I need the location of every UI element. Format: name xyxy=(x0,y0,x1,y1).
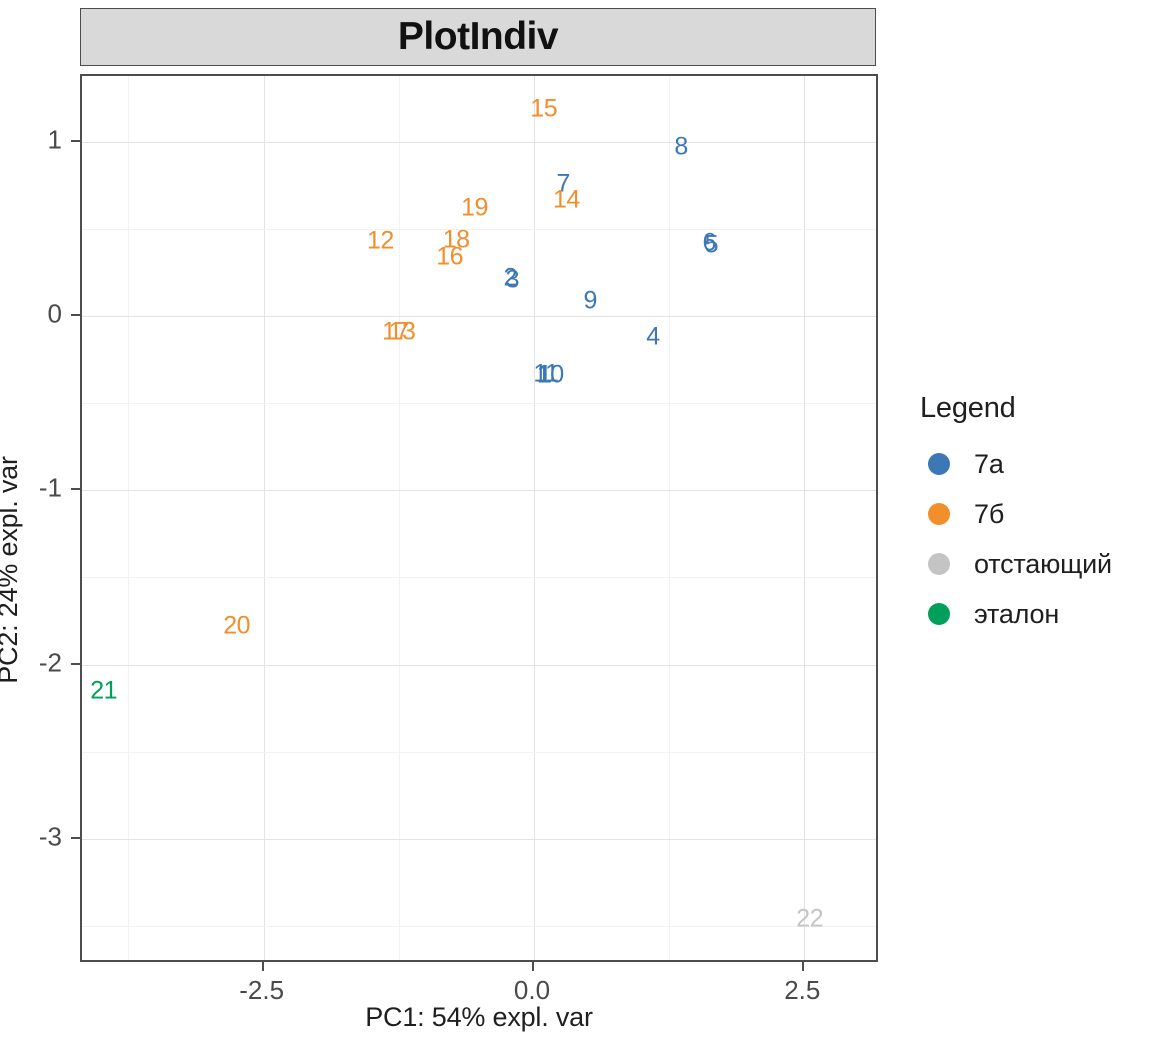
plot-panel: 1 2 3 4 5 6 7 8 9 10 11 12 13 14 15 16 17 18 19 20 21 22 xyxy=(80,74,878,962)
y-axis-tick-label: -2 xyxy=(38,647,62,678)
legend-item-2[interactable]: 7б xyxy=(918,489,1158,539)
y-axis-tick xyxy=(71,836,80,839)
data-point-label: 4 xyxy=(646,322,660,351)
x-axis-tick xyxy=(261,962,264,971)
x-axis-tick xyxy=(802,962,805,971)
y-axis-title: PC2: 24% expl. var xyxy=(0,456,23,684)
data-point-label: 15 xyxy=(530,94,558,123)
data-point-label: 21 xyxy=(90,676,118,705)
data-point-label: 13 xyxy=(388,317,416,346)
x-axis-tick xyxy=(531,962,534,971)
legend-dot-icon xyxy=(918,589,960,639)
gridline-horizontal-major xyxy=(82,838,876,840)
gridline-horizontal-minor xyxy=(82,925,876,927)
y-axis-tick xyxy=(71,488,80,491)
legend-dot-icon xyxy=(918,439,960,489)
legend-item-label: эталон xyxy=(974,598,1060,629)
gridline-vertical-minor xyxy=(398,76,400,960)
gridline-horizontal-minor xyxy=(82,229,876,231)
data-point-label: 14 xyxy=(553,185,580,214)
data-point-label: 2 xyxy=(503,263,517,292)
y-axis-tick xyxy=(71,314,80,317)
data-point-label: 8 xyxy=(674,132,688,161)
gridline-vertical-major xyxy=(533,76,535,960)
legend: Legend 7а 7б отстающий эталон xyxy=(918,392,1158,639)
data-point-label: 17 xyxy=(382,317,409,346)
gridline-horizontal-minor xyxy=(82,577,876,579)
gridline-vertical-minor xyxy=(128,76,130,960)
legend-items: 7а 7б отстающий эталон xyxy=(918,439,1158,639)
x-axis-title: PC1: 54% expl. var xyxy=(365,1002,593,1032)
legend-item-label: отстающий xyxy=(974,548,1112,579)
data-point-label: 18 xyxy=(442,225,470,254)
data-point-label: 6 xyxy=(702,228,716,257)
gridline-horizontal-major xyxy=(82,142,876,144)
legend-item-label: 7а xyxy=(974,448,1004,479)
gridline-horizontal-minor xyxy=(82,751,876,753)
data-point-label: 1 xyxy=(538,360,552,389)
legend-dot-icon xyxy=(918,539,960,589)
gridline-vertical-major xyxy=(804,76,806,960)
data-point-label: 11 xyxy=(533,359,559,388)
gridline-horizontal-major xyxy=(82,316,876,318)
y-axis-tick-label: 1 xyxy=(47,124,62,155)
gridline-horizontal-major xyxy=(82,490,876,492)
gridline-horizontal-major xyxy=(82,664,876,666)
y-axis-tick-label: -1 xyxy=(38,472,62,503)
data-point-label: 5 xyxy=(704,230,719,259)
y-axis-tick-label: -3 xyxy=(38,821,62,852)
legend-item-4[interactable]: эталон xyxy=(918,589,1158,639)
legend-dot-swatch xyxy=(928,553,950,575)
x-axis-tick-label: 0.0 xyxy=(513,975,551,1005)
gridline-horizontal-minor xyxy=(82,403,876,405)
data-point-label: 16 xyxy=(436,242,464,271)
legend-item-1[interactable]: 7а xyxy=(918,439,1158,489)
data-point-label: 3 xyxy=(505,265,520,294)
plot-panel-inner: 1 2 3 4 5 6 7 8 9 10 11 12 13 14 15 16 17 18 19 20 21 22 xyxy=(82,76,876,960)
gridline-vertical-minor xyxy=(669,76,671,960)
legend-dot-swatch xyxy=(928,603,950,625)
data-point-label: 19 xyxy=(461,193,488,222)
legend-title: Legend xyxy=(920,392,1016,424)
x-axis-tick-label: 2.5 xyxy=(784,975,821,1005)
y-axis-tick-label: 0 xyxy=(47,298,62,329)
data-point-label: 7 xyxy=(556,169,570,198)
data-point-label: 12 xyxy=(367,226,394,255)
legend-dot-swatch xyxy=(928,503,950,525)
x-axis-tick-label: -2.5 xyxy=(239,975,285,1005)
plot-strip-header: PlotIndiv xyxy=(80,8,876,66)
data-point-label: 10 xyxy=(536,360,564,389)
data-point-label: 22 xyxy=(796,904,824,933)
legend-dot-swatch xyxy=(928,453,950,475)
data-point-label: 20 xyxy=(223,611,251,640)
data-point-label: 9 xyxy=(583,286,598,315)
gridline-vertical-major xyxy=(263,76,265,960)
legend-item-3[interactable]: отстающий xyxy=(918,539,1158,589)
page-title: PlotIndiv xyxy=(397,15,559,58)
legend-item-label: 7б xyxy=(974,498,1005,529)
y-axis-tick xyxy=(71,662,80,665)
legend-dot-icon xyxy=(918,489,960,539)
y-axis-tick xyxy=(71,140,80,143)
